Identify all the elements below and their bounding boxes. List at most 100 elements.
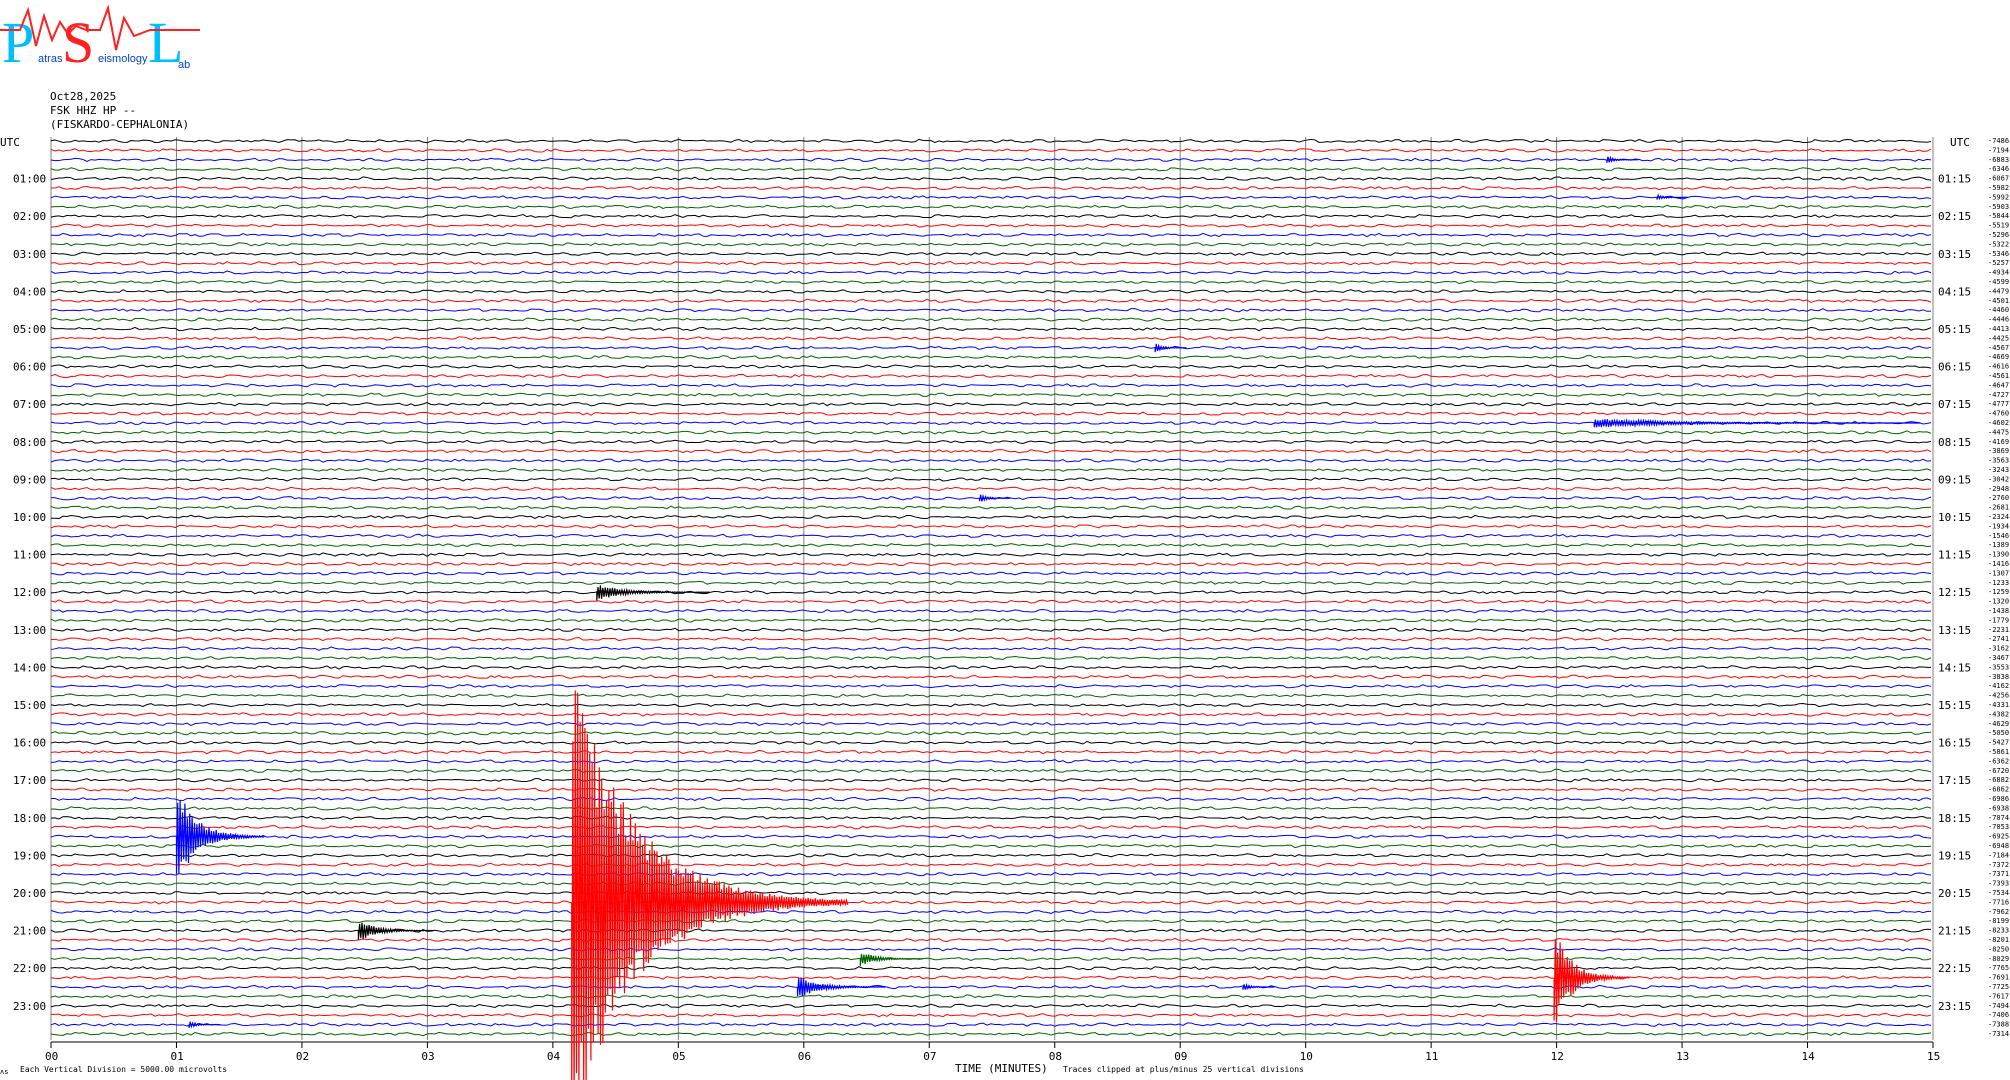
trace-offset-label: -1390 — [1988, 551, 2009, 559]
trace-offset-label: -3042 — [1988, 475, 2009, 483]
trace-line — [50, 965, 1932, 971]
trace-offset-label: -4629 — [1988, 720, 2009, 728]
axis-labels: 00 01 02 03 04 05 06 07 08 09 10 11 12 13 14 15 01:00 02:… — [13, 137, 2009, 1063]
trace-line — [50, 195, 1932, 200]
trace-offset-label: -8233 — [1988, 927, 2009, 935]
trace-line — [50, 185, 1932, 191]
trace-line — [50, 345, 1932, 350]
right-hour-label: 13:15 — [1938, 624, 1971, 637]
left-hour-label: 18:00 — [13, 812, 46, 825]
trace-offset-label: -5296 — [1988, 231, 2009, 239]
left-hour-label: 02:00 — [13, 210, 46, 223]
trace-line — [50, 674, 1932, 679]
trace-line — [50, 1022, 1932, 1027]
trace-line — [50, 862, 1932, 867]
seismic-event — [1553, 939, 1630, 1023]
trace-line — [50, 740, 1932, 745]
right-hour-label: 08:15 — [1938, 436, 1971, 449]
trace-offset-label: -7372 — [1988, 861, 2009, 869]
trace-offset-label: -1934 — [1988, 522, 2009, 530]
trace-line — [50, 918, 1932, 924]
logo-letter-l: L — [148, 10, 183, 70]
trace-offset-label: -1389 — [1988, 541, 2009, 549]
trace-offset-label: -4760 — [1988, 410, 2009, 418]
trace-offset-label: -6948 — [1988, 842, 2009, 850]
trace-line — [50, 853, 1932, 858]
trace-offset-label: -8029 — [1988, 955, 2009, 963]
trace-offset-label: -4475 — [1988, 428, 2009, 436]
x-tick-label: 09 — [1174, 1050, 1187, 1063]
trace-line — [50, 138, 1932, 144]
trace-line — [50, 627, 1932, 632]
vertical-division-note: Each Vertical Division = 5000.00 microvo… — [20, 1065, 227, 1074]
trace-line — [50, 439, 1932, 445]
trace-offset-label: -4616 — [1988, 363, 2009, 371]
trace-offset-label: -2681 — [1988, 504, 2009, 512]
trace-line — [50, 458, 1932, 463]
right-hour-label: 12:15 — [1938, 586, 1971, 599]
trace-offset-label: -5050 — [1988, 729, 2009, 737]
x-tick-label: 13 — [1676, 1050, 1689, 1063]
trace-line — [50, 308, 1932, 313]
trace-line — [50, 514, 1932, 520]
trace-line — [50, 937, 1932, 943]
x-tick-label: 11 — [1425, 1050, 1438, 1063]
trace-offset-label: -4567 — [1988, 344, 2009, 352]
trace-offset-label: -5844 — [1988, 212, 2009, 220]
trace-offset-label: -3243 — [1988, 466, 2009, 474]
left-hour-label: 21:00 — [13, 925, 46, 938]
seismic-events — [175, 155, 1921, 1080]
trace-line — [50, 806, 1932, 811]
trace-line — [50, 825, 1932, 830]
right-hour-label: 22:15 — [1938, 962, 1971, 975]
trace-offset-label: -4162 — [1988, 682, 2009, 690]
trace-offset-label: -3869 — [1988, 447, 2009, 455]
trace-line — [50, 900, 1932, 905]
left-hour-label: 19:00 — [13, 849, 46, 862]
trace-offset-label: -7765 — [1988, 964, 2009, 972]
x-tick-label: 10 — [1300, 1050, 1313, 1063]
x-tick-label: 12 — [1551, 1050, 1564, 1063]
trace-line — [50, 768, 1932, 773]
trace-offset-label: -4727 — [1988, 391, 2009, 399]
trace-line — [50, 571, 1932, 576]
trace-offset-label: -6720 — [1988, 767, 2009, 775]
trace-line — [50, 402, 1932, 407]
trace-line — [50, 890, 1932, 896]
right-hour-label: 23:15 — [1938, 1000, 1971, 1013]
trace-line — [50, 731, 1932, 736]
right-hour-label: 15:15 — [1938, 699, 1971, 712]
left-hour-label: 22:00 — [13, 962, 46, 975]
trace-offset-label: -6883 — [1988, 156, 2009, 164]
left-hour-label: 05:00 — [13, 323, 46, 336]
trace-line — [50, 561, 1932, 567]
trace-line — [50, 637, 1932, 642]
trace-offset-label: -4460 — [1988, 306, 2009, 314]
left-hour-label: 07:00 — [13, 398, 46, 411]
trace-offset-label: -7406 — [1988, 1011, 2009, 1019]
right-hour-label: 09:15 — [1938, 473, 1971, 486]
trace-offset-label: -1320 — [1988, 598, 2009, 606]
x-tick-label: 01 — [170, 1050, 183, 1063]
trace-line — [50, 148, 1932, 153]
seismic-event — [357, 922, 434, 940]
trace-offset-label: -7393 — [1988, 880, 2009, 888]
trace-offset-label: -1233 — [1988, 579, 2009, 587]
trace-line — [50, 364, 1932, 369]
trace-offset-label: -6862 — [1988, 786, 2009, 794]
trace-offset-label: -4669 — [1988, 353, 2009, 361]
x-tick-label: 07 — [923, 1050, 936, 1063]
trace-offset-label: -6986 — [1988, 795, 2009, 803]
utc-label-left: UTC — [0, 136, 20, 149]
trace-line — [50, 684, 1932, 689]
trace-offset-label: -7691 — [1988, 974, 2009, 982]
trace-offset-label: -8199 — [1988, 917, 2009, 925]
trace-offset-label: -6362 — [1988, 757, 2009, 765]
x-tick-label: 02 — [296, 1050, 309, 1063]
trace-line — [50, 289, 1932, 294]
trace-line — [50, 1012, 1932, 1018]
trace-line — [50, 1031, 1932, 1037]
right-hour-label: 04:15 — [1938, 285, 1971, 298]
trace-line — [50, 721, 1932, 726]
